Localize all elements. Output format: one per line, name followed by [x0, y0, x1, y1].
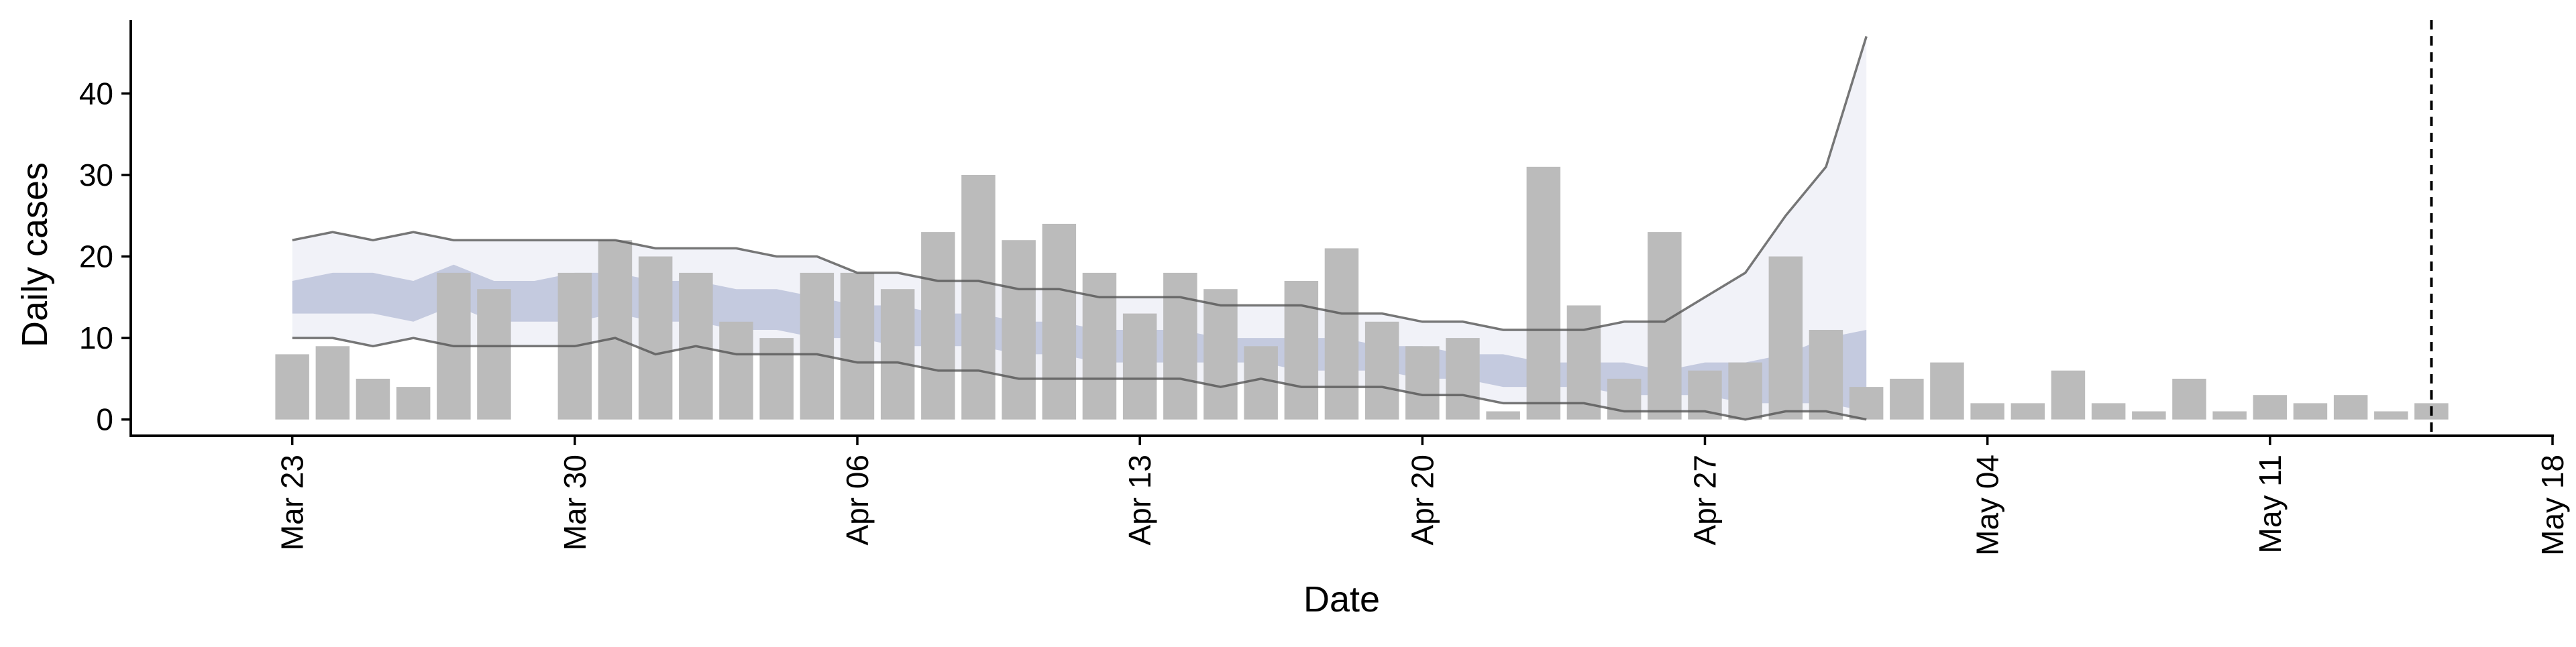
x-tick-label: Apr 20 — [1405, 455, 1440, 546]
bar — [880, 289, 915, 420]
line-layer — [292, 36, 1868, 421]
y-tick-label: 0 — [96, 402, 113, 437]
bar — [1566, 305, 1601, 420]
bar — [2293, 403, 2328, 420]
x-tick-label: May 18 — [2535, 455, 2570, 556]
bar — [1405, 346, 1440, 420]
bar — [961, 175, 996, 420]
bar — [1890, 378, 1924, 420]
y-tick-label: 20 — [79, 239, 113, 274]
x-tick-label: Mar 23 — [275, 455, 310, 550]
bar — [759, 338, 794, 420]
bar — [2132, 411, 2166, 420]
bar — [719, 321, 753, 420]
bar — [1002, 240, 1036, 420]
series-line-3 — [292, 36, 1868, 331]
x-tick-label: Mar 30 — [557, 455, 592, 550]
bar — [1648, 232, 1682, 420]
bar — [1768, 256, 1803, 420]
bar — [1324, 248, 1359, 420]
axes-layer: 0 10 20 30 40 Mar 23 Mar 30 Apr 06 Apr 13 Apr 20 A… — [79, 20, 2570, 556]
bar — [1486, 411, 1520, 420]
bar — [2172, 378, 2206, 420]
bar — [1809, 330, 1843, 420]
band-1 — [292, 36, 1867, 420]
bar — [1728, 362, 1762, 420]
bar — [2253, 395, 2288, 420]
bar — [1163, 272, 1197, 420]
bar — [1122, 313, 1157, 420]
bar — [2010, 403, 2045, 420]
y-tick-label: 40 — [79, 76, 113, 111]
bar — [1930, 362, 1964, 420]
bar — [1364, 321, 1399, 420]
y-tick-label: 30 — [79, 158, 113, 192]
bar — [275, 354, 309, 420]
bar — [2374, 411, 2408, 420]
bar — [2091, 403, 2126, 420]
bar — [356, 378, 390, 420]
bar — [638, 256, 673, 420]
bar — [477, 289, 511, 420]
bar — [598, 240, 633, 420]
bar — [2333, 395, 2368, 420]
y-axis-title: Daily cases — [15, 162, 55, 347]
bar — [1970, 403, 2004, 420]
x-tick-label: Apr 13 — [1122, 455, 1157, 546]
series-line-4 — [292, 337, 1867, 421]
y-tick-label: 10 — [79, 320, 113, 355]
bar — [800, 272, 835, 420]
bar — [1284, 281, 1319, 420]
bar — [1203, 289, 1238, 420]
x-tick-label: May 04 — [1970, 455, 2005, 556]
x-tick-label: May 11 — [2253, 455, 2288, 553]
bar — [1526, 166, 1561, 420]
bar — [1607, 378, 1642, 420]
bar — [1849, 387, 1884, 420]
bar — [2051, 370, 2086, 420]
x-tick-label: Apr 06 — [840, 455, 875, 546]
bar — [2212, 411, 2247, 420]
band-layer — [292, 36, 1867, 420]
x-tick-label: Apr 27 — [1688, 455, 1723, 546]
bar — [1244, 346, 1278, 420]
bar — [840, 272, 875, 420]
bar — [396, 387, 431, 420]
x-axis-title: Date — [1303, 579, 1380, 620]
bar — [315, 346, 350, 420]
bar — [921, 232, 955, 420]
bar — [1446, 338, 1480, 420]
bar — [1042, 223, 1077, 420]
